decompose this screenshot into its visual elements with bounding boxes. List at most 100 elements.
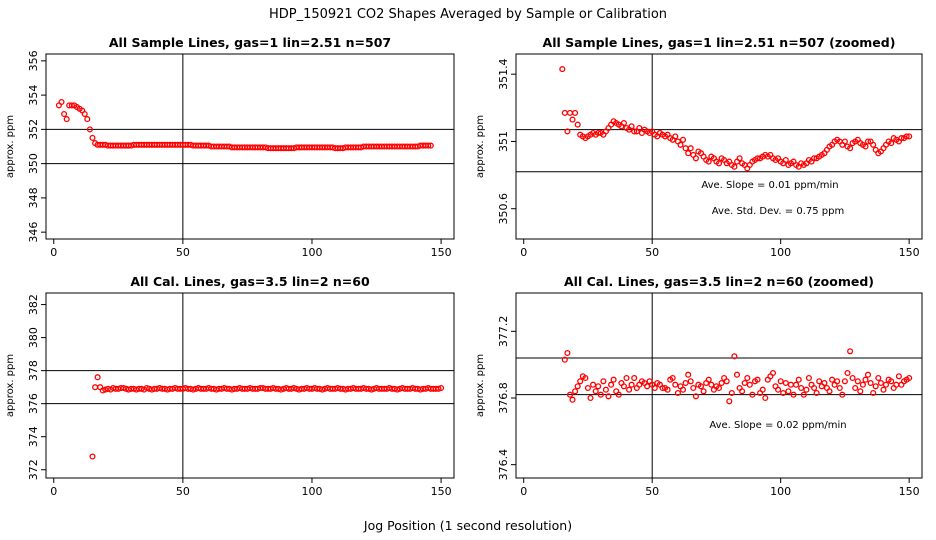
data-point (782, 379, 789, 387)
y-axis-label: approx. ppm (5, 354, 16, 417)
x-tick-label: 150 (899, 246, 920, 259)
data-point (94, 374, 101, 381)
data-point (86, 126, 93, 133)
data-point (569, 396, 576, 403)
data-point (872, 383, 879, 390)
data-point (92, 384, 99, 391)
data-point (559, 66, 566, 73)
x-tick-label: 100 (301, 485, 322, 498)
data-point (708, 381, 715, 388)
data-point (679, 136, 687, 143)
data-point (715, 160, 723, 167)
y-tick-label: 372 (27, 459, 40, 480)
data-point (906, 374, 913, 382)
x-tick-label: 0 (50, 485, 57, 498)
data-point (834, 378, 841, 385)
y-tick-label: 376.4 (497, 449, 510, 481)
data-point (687, 378, 694, 385)
data-point (790, 391, 797, 398)
data-point (687, 145, 694, 152)
data-point (61, 110, 68, 118)
data-point (754, 376, 761, 383)
data-point (597, 391, 604, 398)
data-point (659, 384, 666, 392)
annotation: Ave. Slope = 0.02 ppm/min (709, 420, 846, 431)
data-point (277, 386, 285, 393)
panel-3: All Cal. Lines, gas=3.5 lin=2 n=60 0 50 100… (5, 274, 455, 498)
data-point (829, 376, 836, 383)
data-point (867, 379, 874, 387)
data-point (631, 374, 638, 382)
data-point (561, 109, 568, 116)
data-point (859, 381, 866, 388)
data-point (566, 391, 574, 398)
data-point (785, 388, 792, 395)
data-point (731, 163, 738, 170)
data-point (685, 371, 692, 378)
data-point (749, 391, 756, 398)
x-tick-label: 50 (176, 246, 190, 259)
data-point (836, 384, 843, 392)
y-tick-label: 351 (497, 131, 510, 152)
y-tick-label: 374 (27, 426, 40, 447)
data-point (610, 376, 617, 383)
data-point (744, 374, 751, 382)
panel-title: All Sample Lines, gas=1 lin=2.51 n=507 (… (543, 35, 896, 50)
data-point (723, 378, 730, 385)
panel-1: All Sample Lines, gas=1 lin=2.51 n=507 0 5… (5, 35, 455, 259)
data-point (631, 128, 638, 135)
data-point (572, 109, 579, 116)
data-point (697, 383, 705, 390)
data-point (813, 389, 820, 397)
data-point (608, 381, 615, 388)
x-tick-label: 50 (176, 485, 190, 498)
data-point (895, 373, 902, 380)
data-point (577, 378, 584, 385)
y-tick-label: 346 (27, 222, 40, 243)
data-point (587, 394, 594, 402)
data-point (623, 374, 630, 382)
data-point (682, 379, 689, 387)
data-point (700, 388, 707, 395)
data-point (669, 374, 676, 382)
data-point (636, 124, 643, 132)
y-tick-label: 352 (27, 119, 40, 140)
x-tick-label: 50 (645, 485, 659, 498)
data-point (600, 378, 607, 385)
data-point (290, 384, 297, 392)
data-point (736, 155, 743, 162)
data-point (692, 393, 699, 400)
y-tick-label: 356 (27, 50, 40, 71)
data-point (754, 155, 761, 162)
data-point (898, 135, 905, 142)
data-point (319, 386, 326, 393)
y-axis-label: approx. ppm (5, 115, 16, 178)
data-point (816, 378, 823, 385)
data-point (574, 383, 581, 390)
data-point (780, 389, 787, 397)
data-point (847, 145, 854, 152)
data-point (728, 389, 735, 397)
data-point (888, 140, 895, 147)
data-point (731, 353, 738, 360)
data-point (120, 384, 127, 392)
data-point (787, 381, 794, 388)
y-tick-label: 348 (27, 187, 40, 208)
data-point (644, 383, 651, 390)
data-point (63, 116, 70, 123)
data-point (672, 381, 679, 388)
data-point (564, 128, 571, 135)
data-point (733, 371, 741, 378)
data-point (726, 398, 733, 405)
data-point (68, 102, 75, 109)
data-point (566, 109, 574, 116)
data-point (870, 141, 877, 148)
data-point (769, 369, 777, 377)
data-point (839, 391, 846, 398)
data-point (572, 388, 579, 395)
x-tick-label: 100 (770, 485, 791, 498)
data-point (862, 143, 869, 150)
plot-frame (515, 53, 923, 240)
data-point (782, 156, 789, 164)
x-tick-label: 100 (770, 246, 791, 259)
